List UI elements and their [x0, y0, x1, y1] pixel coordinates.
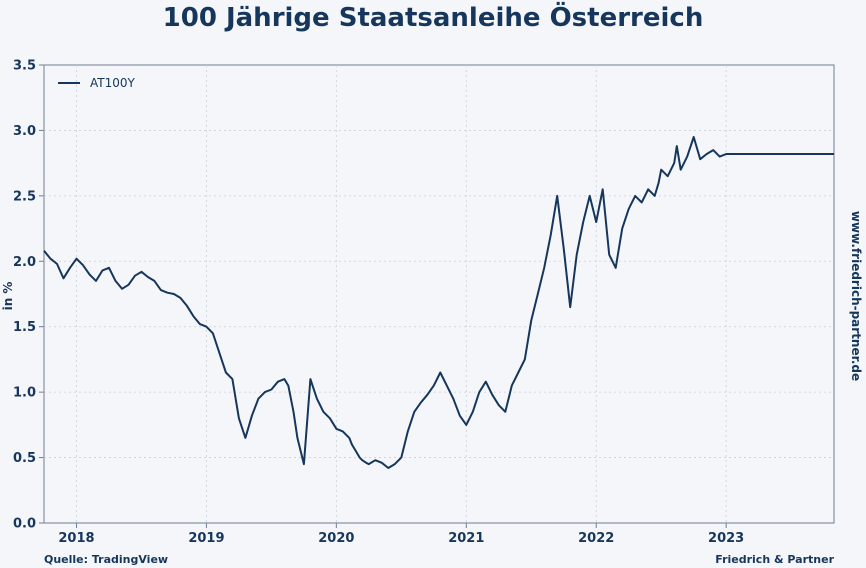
y-tick-label: 1.0	[13, 386, 36, 401]
x-tick-label: 2020	[318, 531, 354, 546]
y-axis: 0.0 0.5 1.0 1.5 2.0 2.5 3.0 3.5	[13, 59, 44, 532]
source-label: Quelle: TradingView	[44, 553, 168, 566]
x-tick-label: 2019	[188, 531, 224, 546]
y-axis-label: in %	[1, 282, 15, 311]
plot-area	[43, 64, 835, 524]
x-tick-label: 2022	[578, 531, 614, 546]
y-tick-label: 3.0	[13, 124, 36, 139]
y-tick-label: 0.0	[13, 517, 36, 532]
x-tick-label: 2023	[708, 531, 744, 546]
legend-label-at100y: AT100Y	[90, 76, 136, 90]
y-tick-label: 2.0	[13, 255, 36, 270]
y-tick-label: 3.5	[13, 59, 36, 74]
legend: AT100Y	[58, 76, 136, 90]
chart-title: 100 Jährige Staatsanleihe Österreich	[163, 0, 704, 33]
brand-label: Friedrich & Partner	[715, 553, 834, 566]
series-line-at100y	[43, 136, 834, 469]
y-tick-label: 2.5	[13, 189, 36, 204]
grid-layer	[44, 65, 834, 523]
y-tick-label: 0.5	[13, 451, 36, 466]
x-tick-label: 2021	[448, 531, 484, 546]
x-tick-label: 2018	[58, 531, 94, 546]
x-axis: 2018 2019 2020 2021 2022 2023	[58, 523, 744, 546]
y-tick-label: 1.5	[13, 320, 36, 335]
side-url: www.friedrich-partner.de	[849, 211, 863, 381]
